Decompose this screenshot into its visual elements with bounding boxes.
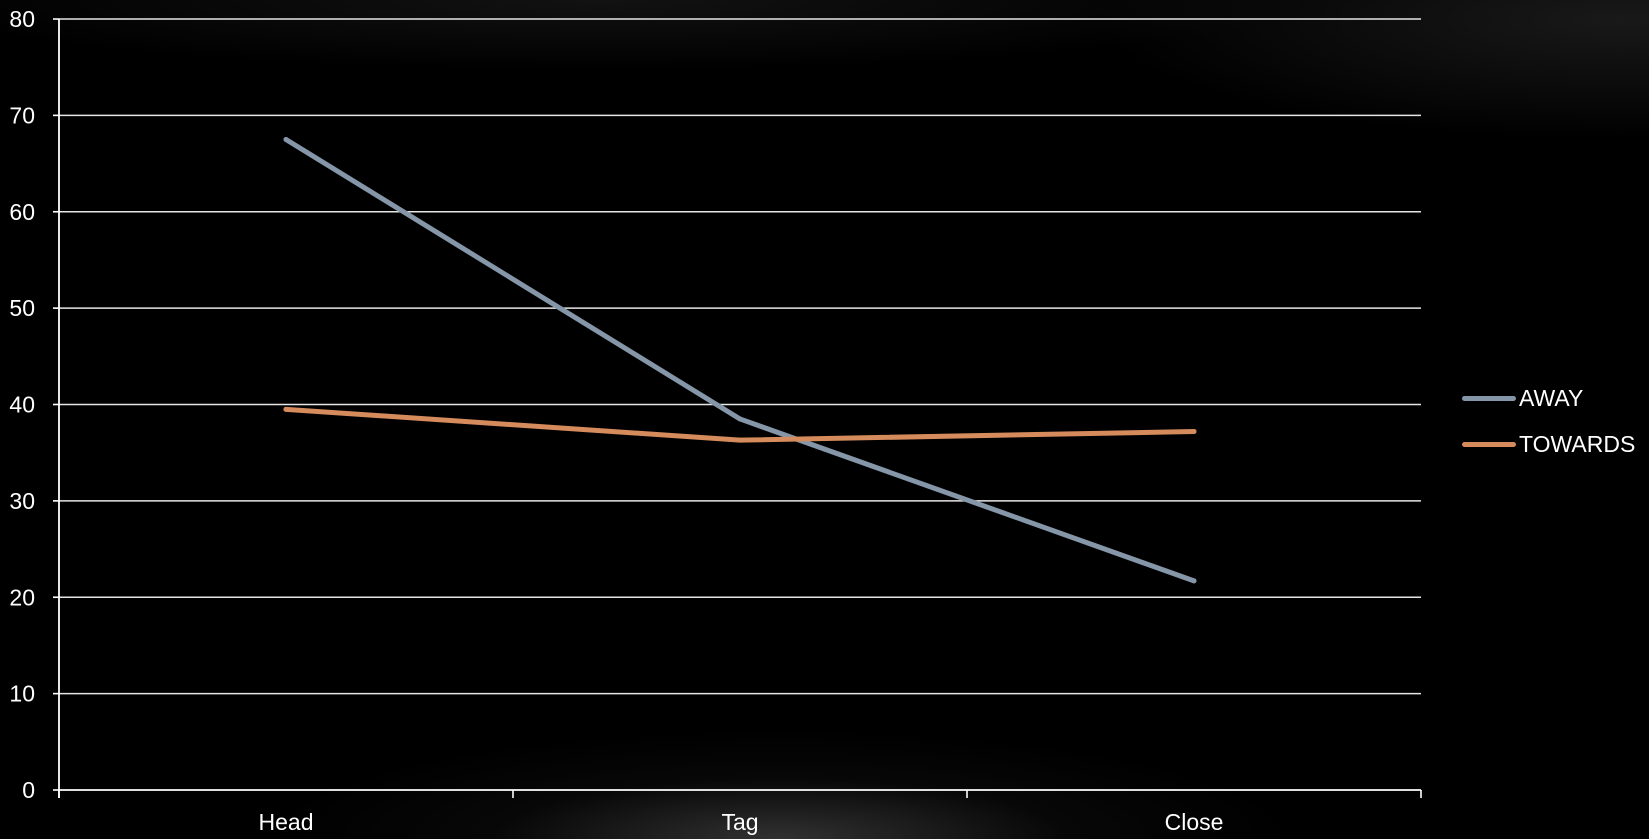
data-point-towards-close — [1191, 428, 1197, 434]
legend-item-away: AWAY — [1462, 382, 1642, 428]
y-tick-label-70: 70 — [9, 102, 35, 128]
series-lines — [283, 136, 1197, 584]
y-tick-label-40: 40 — [9, 392, 35, 418]
series-line-towards — [283, 406, 1197, 443]
y-tick-label-50: 50 — [9, 295, 35, 321]
data-point-towards-tag — [737, 437, 743, 443]
data-point-away-tag — [737, 416, 743, 422]
x-tick-label-close: Close — [1165, 809, 1224, 835]
y-tick-label-20: 20 — [9, 584, 35, 610]
legend-item-towards: TOWARDS — [1462, 428, 1642, 474]
y-axis-tick-labels: 0 10 20 30 40 50 60 70 80 — [9, 6, 35, 803]
axes — [53, 18, 1422, 798]
y-tick-label-60: 60 — [9, 199, 35, 225]
legend-label-towards: TOWARDS — [1519, 431, 1636, 457]
y-tick-label-80: 80 — [9, 6, 35, 32]
y-tick-label-0: 0 — [22, 777, 35, 803]
data-point-towards-head — [283, 406, 289, 412]
y-tick-label-30: 30 — [9, 488, 35, 514]
series-line-away — [283, 136, 1197, 584]
data-point-away-head — [283, 136, 289, 142]
data-point-away-close — [1191, 578, 1197, 584]
legend: AWAY TOWARDS — [1462, 382, 1642, 474]
legend-swatch-towards — [1462, 442, 1516, 447]
x-axis-tick-labels: Head Tag Close — [259, 809, 1224, 835]
x-tick-label-tag: Tag — [721, 809, 758, 835]
legend-swatch-away — [1462, 396, 1516, 401]
y-tick-label-10: 10 — [9, 681, 35, 707]
x-tick-label-head: Head — [259, 809, 314, 835]
gridlines — [59, 18, 1421, 695]
legend-label-away: AWAY — [1519, 385, 1584, 411]
